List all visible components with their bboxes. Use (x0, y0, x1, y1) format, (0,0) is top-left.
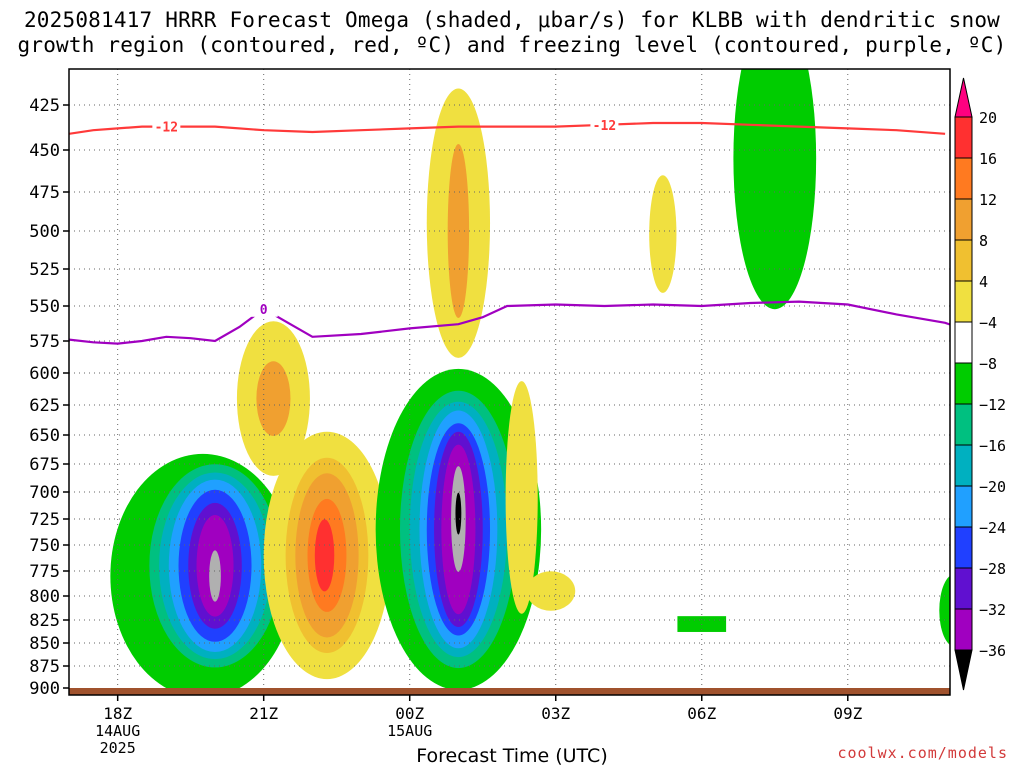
y-tick-label-850: 850 (29, 634, 60, 654)
y-tick-label-875: 875 (29, 657, 60, 677)
ground-surface (69, 688, 950, 695)
colorbar-label-2: 12 (979, 191, 997, 209)
contour-line-0 (69, 300, 950, 345)
contour-label-bg--12 (590, 116, 619, 133)
x-axis-label: Forecast Time (UTC) (416, 745, 608, 767)
colorbar-label-7: −12 (979, 396, 1006, 414)
neg-plume-07z-layer-0 (733, 69, 817, 310)
x-tick-label-06Z: 06Z (687, 704, 716, 723)
x-tick-year-18Z: 2025 (100, 739, 136, 757)
y-tick-label-450: 450 (29, 141, 60, 161)
colorbar-label-11: −28 (979, 560, 1006, 578)
watermark: coolwx.com/models (837, 744, 1008, 762)
omega-shading (110, 69, 950, 695)
colorbar-box-5 (954, 321, 973, 364)
colorbar-box-8 (954, 444, 973, 487)
colorbar-label-9: −20 (979, 478, 1006, 496)
chart-subtitle: growth region (contoured, red, ºC) and f… (17, 33, 1007, 57)
colorbar-box-7 (954, 403, 973, 446)
y-tick-label-475: 475 (29, 183, 60, 203)
y-tick-label-675: 675 (29, 455, 60, 475)
neg-cell-20z-layer-7 (209, 550, 221, 602)
colorbar-box-2 (954, 198, 973, 241)
pos-plume-01z-layer-1 (447, 144, 470, 318)
colorbar-box-6 (954, 362, 973, 405)
y-tick-label-575: 575 (29, 332, 60, 352)
y-tick-label-425: 425 (29, 96, 60, 116)
colorbar-label-0: 20 (979, 109, 997, 127)
colorbar-top-arrow (954, 77, 973, 118)
colorbar-box-3 (954, 239, 973, 282)
y-tick-label-550: 550 (29, 297, 60, 317)
x-tick-label-00Z: 00Z (395, 704, 424, 723)
y-tick-label-800: 800 (29, 587, 60, 607)
colorbar: 20 16 12 8 4 −4 −8 −12 −16 −20 −24 −28 −32 −36 (954, 77, 1006, 691)
colorbar-label-6: −8 (979, 355, 997, 373)
y-tick-label-500: 500 (29, 222, 60, 242)
colorbar-label-5: −4 (979, 314, 997, 332)
y-tick-label-650: 650 (29, 426, 60, 446)
chart-title: 2025081417 HRRR Forecast Omega (shaded, … (23, 8, 1001, 32)
neg-cell-01z-layer-8 (455, 492, 462, 535)
colorbar-label-1: 16 (979, 150, 997, 168)
colorbar-label-4: 4 (979, 273, 988, 291)
x-tick-label-18Z: 18Z (103, 704, 132, 723)
contour-label-bg--12 (152, 118, 181, 135)
x-tick-date-00Z: 15AUG (387, 722, 432, 740)
pos-cell-21z-layer-1 (256, 361, 291, 436)
y-tick-label-525: 525 (29, 260, 60, 280)
y-tick-label-625: 625 (29, 396, 60, 416)
colorbar-label-3: 8 (979, 232, 988, 250)
y-axis: 425 450 475 500 525 550 575 600 625 650 675 700 725 7… (29, 96, 69, 699)
contour-label--12: -12 (593, 119, 616, 134)
contour-label-bg-0 (249, 300, 278, 317)
y-tick-label-775: 775 (29, 562, 60, 582)
colorbar-label-13: −36 (979, 642, 1006, 660)
temperature-contours: -12 -12 0 (69, 116, 950, 345)
plot-frame (68, 68, 951, 696)
y-tick-label-750: 750 (29, 536, 60, 556)
colorbar-label-10: −24 (979, 519, 1006, 537)
x-tick-label-03Z: 03Z (541, 704, 570, 723)
colorbar-box-12 (954, 608, 973, 651)
pos-cell-05z-layer-0 (649, 175, 677, 293)
neg-cell-10z-layer-0 (939, 575, 950, 645)
x-tick-date-18Z: 14AUG (95, 722, 140, 740)
y-tick-label-600: 600 (29, 364, 60, 384)
y-tick-label-700: 700 (29, 483, 60, 503)
contour-label-0: 0 (260, 303, 268, 318)
colorbar-box-10 (954, 526, 973, 569)
colorbar-box-1 (954, 157, 973, 200)
colorbar-bottom-arrow (954, 649, 973, 691)
colorbar-box-9 (954, 485, 973, 528)
contour-line--12 (69, 121, 946, 135)
y-tick-label-725: 725 (29, 510, 60, 530)
y-tick-label-825: 825 (29, 611, 60, 631)
contour-label--12: -12 (155, 121, 178, 136)
pos-streak-02z-layer-0 (505, 381, 538, 614)
colorbar-box-11 (954, 567, 973, 610)
pos-cell-22z-layer-4 (314, 519, 335, 592)
y-tick-label-900: 900 (29, 679, 60, 699)
pos-streak-03z-layer-0 (526, 571, 576, 611)
x-tick-label-09Z: 09Z (833, 704, 862, 723)
colorbar-box-0 (954, 116, 973, 159)
x-tick-label-21Z: 21Z (249, 704, 278, 723)
colorbar-label-12: −32 (979, 601, 1006, 619)
colorbar-label-8: −16 (979, 437, 1006, 455)
colorbar-box-4 (954, 280, 973, 323)
